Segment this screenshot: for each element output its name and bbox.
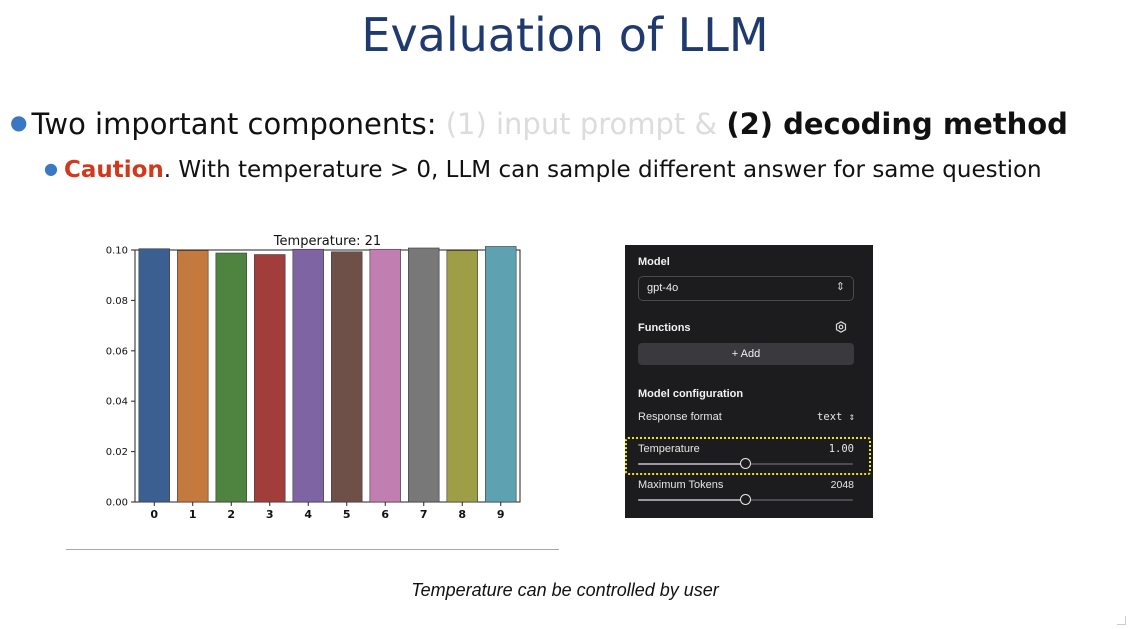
max-tokens-slider-thumb[interactable] [739, 494, 751, 505]
bullet-components: ● Two important components: (1) input pro… [10, 107, 1068, 141]
bar-7 [408, 247, 440, 503]
temperature-slider-fill [638, 463, 746, 465]
bar-0 [138, 248, 170, 503]
x-tick-label: 7 [420, 508, 428, 521]
bar-1 [177, 250, 209, 503]
x-tick-label: 4 [304, 508, 312, 521]
x-tick-label: 3 [266, 508, 274, 521]
add-function-button[interactable]: + Add [638, 343, 854, 365]
max-tokens-slider[interactable] [638, 494, 853, 505]
divider-line [66, 549, 559, 550]
bar-9 [485, 246, 517, 503]
chevron-updown-icon: ⇕ [835, 281, 845, 293]
caution-label: Caution [63, 157, 164, 183]
response-format-value: text [817, 411, 843, 423]
chevron-updown-icon: ⇕ [848, 411, 855, 423]
y-tick-label: 0.04 [106, 397, 128, 408]
bar-8 [446, 250, 478, 503]
caution-text: . With temperature > 0, LLM can sample d… [163, 157, 1042, 183]
caption: Temperature can be controlled by user [411, 580, 719, 600]
x-tick-label: 2 [227, 508, 235, 521]
x-tick-label: 8 [458, 508, 466, 521]
temperature-highlight-box [625, 437, 871, 475]
temperature-value[interactable]: 1.00 [828, 443, 854, 455]
x-tick-label: 9 [497, 508, 505, 521]
temperature-slider[interactable] [638, 458, 853, 469]
model-settings-panel: Model gpt-4o ⇕ Functions + Add Model con… [625, 245, 873, 518]
bullet-components-strong: (2) decoding method [726, 107, 1068, 141]
y-tick-label: 0.00 [106, 498, 128, 509]
bar-4 [292, 248, 324, 503]
sub-bullet-dot-icon: ● [44, 159, 58, 178]
max-tokens-label: Maximum Tokens [638, 479, 724, 491]
bar-3 [254, 254, 286, 503]
slide-title: Evaluation of LLM [361, 8, 769, 62]
temperature-label: Temperature [638, 443, 700, 455]
max-tokens-value[interactable]: 2048 [830, 479, 854, 491]
model-select[interactable]: gpt-4o ⇕ [638, 276, 854, 301]
functions-section-label: Functions [638, 322, 691, 334]
bar-2 [215, 252, 247, 503]
response-format-select[interactable]: text ⇕ [817, 411, 855, 423]
bullet-components-faded: (1) input prompt & [445, 107, 727, 141]
temperature-slider-thumb[interactable] [739, 458, 751, 469]
x-tick-label: 1 [189, 508, 197, 521]
x-tick-label: 0 [150, 508, 158, 521]
x-tick-label: 5 [343, 508, 351, 521]
y-tick-label: 0.10 [106, 246, 128, 257]
y-tick-label: 0.06 [106, 346, 128, 357]
y-tick-label: 0.02 [106, 447, 128, 458]
x-tick-label: 6 [381, 508, 389, 521]
bar-6 [369, 248, 401, 503]
temperature-bar-chart: Temperature: 21 0.00 0.02 0.04 0.06 0.08 0.10 0… [106, 234, 521, 521]
y-tick-label: 0.08 [106, 296, 128, 307]
corner-mark [1117, 616, 1126, 625]
max-tokens-slider-fill [638, 499, 746, 501]
model-section-label: Model [638, 256, 670, 268]
response-format-label: Response format [638, 411, 722, 423]
model-select-value: gpt-4o [647, 282, 679, 294]
bullet-components-prefix: Two important components: [31, 107, 446, 141]
gear-icon[interactable] [835, 321, 847, 333]
bar-5 [331, 251, 363, 503]
model-configuration-label: Model configuration [638, 388, 744, 400]
bullet-dot-icon: ● [10, 110, 28, 134]
bullet-caution: ● Caution. With temperature > 0, LLM can … [44, 157, 1042, 183]
chart-title: Temperature: 21 [273, 234, 381, 249]
